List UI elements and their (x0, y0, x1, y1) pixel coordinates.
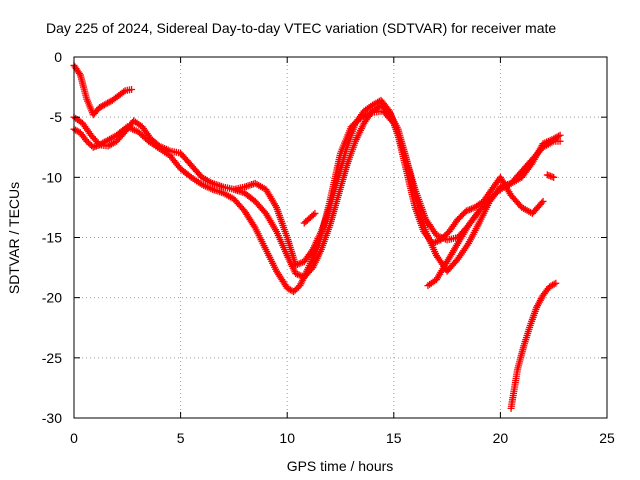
data-point (556, 137, 564, 145)
series-track-b (70, 107, 483, 296)
series-track-e (300, 209, 319, 227)
x-tick-label: 0 (70, 430, 78, 446)
data-point (539, 197, 547, 205)
data-point (291, 286, 299, 294)
y-tick-label: -5 (50, 109, 63, 125)
data-point (550, 280, 558, 288)
data-point (309, 211, 317, 219)
chart-title: Day 225 of 2024, Sidereal Day-to-day VTE… (46, 20, 556, 36)
y-tick-label: -10 (42, 169, 62, 185)
y-tick-label: -20 (42, 290, 62, 306)
x-axis-label: GPS time / hours (287, 458, 394, 474)
data-point (384, 106, 392, 114)
y-tick-label: -30 (42, 410, 62, 426)
y-tick-label: -15 (42, 230, 62, 246)
data-point (311, 209, 319, 217)
data-point (86, 140, 94, 148)
tick-labels: 0 5 10 15 20 25 0 -5 -10 -15 -20 -25 -30 (42, 49, 615, 446)
data-point (552, 279, 560, 287)
y-tick-label: 0 (54, 49, 62, 65)
series-track-f (424, 137, 564, 290)
data-point (556, 131, 564, 139)
x-tick-label: 20 (493, 430, 509, 446)
series-track-h (543, 171, 558, 181)
data-point (75, 69, 83, 77)
x-tick-label: 10 (279, 430, 295, 446)
y-tick-label: -25 (42, 350, 62, 366)
data-point (550, 173, 558, 181)
data-point (538, 199, 546, 207)
axis-ticks (73, 56, 608, 419)
x-tick-label: 25 (599, 430, 615, 446)
data-point (83, 137, 91, 145)
y-axis-label: SDTVAR / TECUs (6, 182, 22, 294)
data-point (94, 139, 102, 147)
data-point (128, 85, 136, 93)
data-point (120, 88, 128, 96)
series-track-d (230, 96, 547, 269)
data-point (84, 139, 92, 147)
x-tick-label: 15 (386, 430, 402, 446)
data-points (70, 61, 564, 412)
data-point (293, 285, 301, 293)
series-track-g (507, 279, 560, 412)
data-point (290, 288, 298, 296)
x-tick-label: 5 (177, 430, 185, 446)
series-track-a (70, 61, 136, 119)
